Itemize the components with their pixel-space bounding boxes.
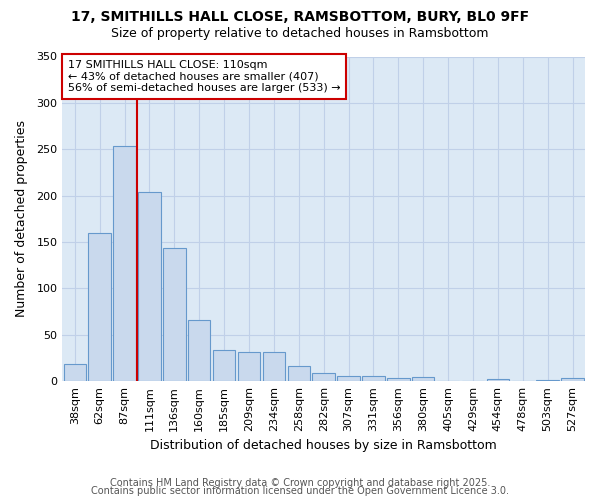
Bar [362,376,385,381]
Bar [163,248,185,381]
Bar [113,146,136,381]
Bar [188,320,211,381]
Bar [487,380,509,381]
Bar [213,350,235,381]
Bar [536,380,559,381]
Bar [88,233,111,381]
Bar [412,378,434,381]
Bar [313,373,335,381]
Bar [263,352,285,381]
Bar [238,352,260,381]
Bar [562,378,584,381]
Bar [387,378,410,381]
Bar [287,366,310,381]
Text: Size of property relative to detached houses in Ramsbottom: Size of property relative to detached ho… [111,28,489,40]
Bar [138,192,161,381]
Y-axis label: Number of detached properties: Number of detached properties [15,120,28,318]
Text: 17 SMITHILLS HALL CLOSE: 110sqm
← 43% of detached houses are smaller (407)
56% o: 17 SMITHILLS HALL CLOSE: 110sqm ← 43% of… [68,60,340,93]
Text: Contains public sector information licensed under the Open Government Licence 3.: Contains public sector information licen… [91,486,509,496]
X-axis label: Distribution of detached houses by size in Ramsbottom: Distribution of detached houses by size … [150,440,497,452]
Text: 17, SMITHILLS HALL CLOSE, RAMSBOTTOM, BURY, BL0 9FF: 17, SMITHILLS HALL CLOSE, RAMSBOTTOM, BU… [71,10,529,24]
Bar [64,364,86,381]
Text: Contains HM Land Registry data © Crown copyright and database right 2025.: Contains HM Land Registry data © Crown c… [110,478,490,488]
Bar [337,376,360,381]
